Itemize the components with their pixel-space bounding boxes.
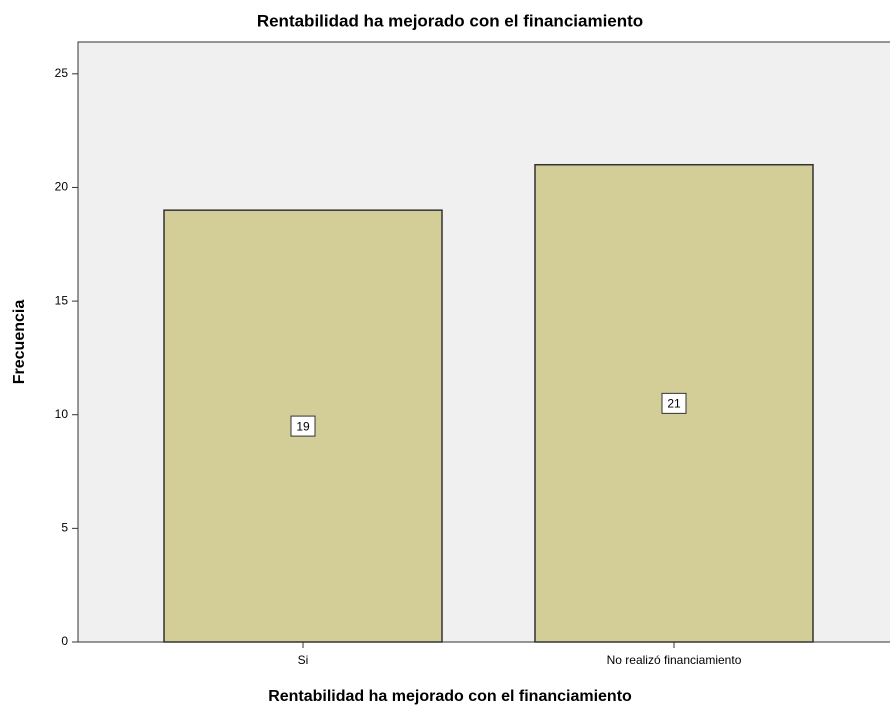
data-label-box: [290, 415, 316, 437]
y-tick-label: 10: [55, 407, 69, 421]
data-label: 19: [296, 419, 310, 433]
x-tick-label: No realizó financiamiento: [607, 653, 742, 667]
y-tick-label: 0: [61, 634, 68, 648]
y-tick-label: 20: [55, 180, 69, 194]
chart-title: Rentabilidad ha mejorado con el financia…: [257, 11, 643, 30]
y-tick-label: 25: [55, 66, 69, 80]
x-axis-title: Rentabilidad ha mejorado con el financia…: [268, 688, 632, 705]
y-tick-label: 5: [61, 521, 68, 535]
data-label-box: [661, 392, 687, 414]
data-label: 21: [667, 397, 681, 411]
y-axis-title: Frecuencia: [11, 300, 28, 385]
x-tick-label: Si: [298, 653, 309, 667]
y-tick-label: 15: [55, 293, 69, 307]
